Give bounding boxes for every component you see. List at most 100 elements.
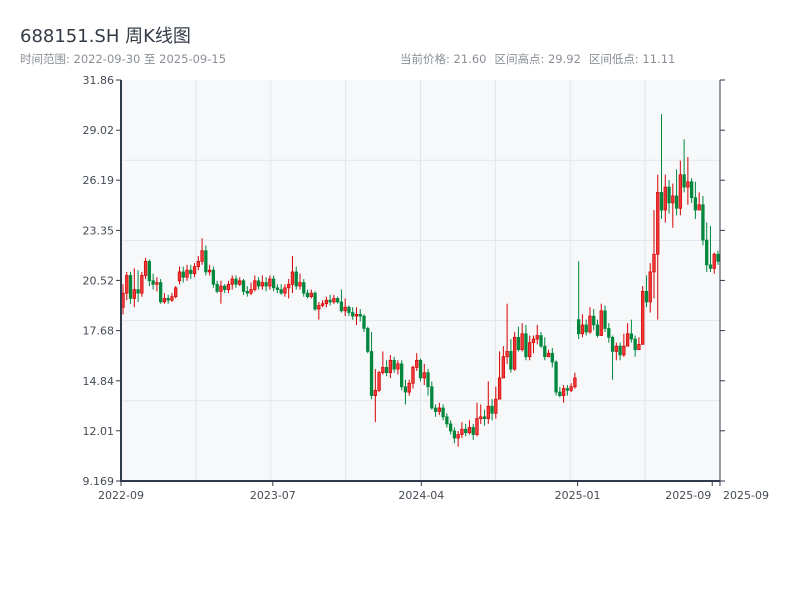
candle-body: [238, 280, 242, 285]
candle-body: [298, 282, 302, 287]
candle-body: [588, 315, 592, 333]
candle-body: [125, 275, 129, 294]
candle-down: [603, 305, 607, 333]
candle-up: [381, 351, 385, 375]
candle-up: [317, 301, 321, 320]
candle-up: [663, 174, 667, 223]
candle-body: [708, 264, 713, 269]
candle-up: [200, 238, 204, 265]
candle-body: [584, 324, 588, 333]
candle-down: [633, 335, 637, 357]
candle-down: [689, 178, 694, 203]
candle-up: [599, 303, 603, 336]
candle-down: [136, 270, 140, 302]
candle-down: [264, 277, 268, 292]
candle-body: [565, 388, 570, 391]
y-tick-label: 26.19: [83, 174, 115, 187]
candle-down: [211, 266, 216, 288]
candle-down: [516, 326, 521, 352]
candle-down: [577, 261, 581, 340]
candle-down: [550, 347, 554, 368]
candle-down: [595, 319, 600, 338]
candle-body: [524, 333, 528, 358]
candle-up: [588, 307, 592, 334]
candle-up: [309, 289, 313, 299]
y-tick-label: 17.68: [83, 325, 115, 338]
candle-body: [411, 367, 415, 384]
candle-body: [211, 269, 216, 285]
candle-body: [362, 315, 366, 329]
candle-body: [652, 253, 656, 273]
candle-body: [592, 315, 596, 326]
candle-up: [497, 351, 502, 400]
candle-down: [482, 409, 487, 426]
candle-down: [618, 342, 622, 361]
candle-down: [279, 284, 283, 295]
candle-body: [656, 192, 660, 255]
candle-body: [215, 283, 219, 292]
candle-body: [437, 407, 441, 412]
candle-body: [317, 305, 321, 310]
candle-up: [298, 273, 302, 290]
candle-up: [162, 293, 167, 304]
candle-up: [546, 349, 551, 358]
candle-body: [140, 275, 144, 294]
candle-body: [230, 278, 234, 285]
candle-body: [490, 405, 494, 414]
candle-body: [573, 377, 577, 388]
candle-down: [693, 181, 698, 219]
candle-body: [475, 418, 479, 435]
candle-body: [166, 298, 170, 301]
candle-body: [159, 282, 163, 303]
candle-body: [392, 359, 396, 370]
candle-up: [652, 210, 656, 299]
candle-body: [275, 287, 280, 290]
candle-body: [603, 310, 607, 329]
candle-body: [290, 271, 295, 285]
candle-down: [674, 169, 679, 216]
candle-body: [132, 289, 136, 299]
candle-body: [422, 372, 426, 379]
candle-down: [275, 284, 280, 294]
candle-body: [336, 298, 340, 303]
candle-down: [366, 326, 370, 354]
current-price: 当前价格: 21.60: [400, 52, 487, 66]
candle-up: [354, 307, 359, 325]
candle-body: [192, 266, 197, 275]
candle-up: [697, 192, 701, 211]
x-tick-label: 2025-09: [723, 489, 769, 502]
candle-up: [501, 346, 505, 379]
candle-down: [659, 114, 664, 219]
candle-up: [580, 314, 585, 338]
candle-body: [516, 336, 521, 351]
candle-down: [336, 296, 340, 304]
candle-up: [678, 160, 682, 216]
candle-body: [520, 333, 524, 351]
candle-body: [682, 174, 686, 188]
candle-down: [223, 284, 227, 294]
candle-down: [629, 319, 634, 343]
candle-body: [452, 430, 457, 439]
candle-down: [584, 319, 588, 336]
candle-down: [400, 360, 404, 391]
candle-down: [384, 360, 389, 377]
candle-up: [531, 335, 536, 354]
candle-body: [467, 427, 472, 434]
chart-title: 688151.SH 周K线图: [20, 26, 191, 47]
x-tick-label: 2022-09: [98, 489, 144, 502]
candle-up: [648, 263, 652, 313]
candle-body: [388, 359, 393, 374]
candle-up: [456, 430, 460, 447]
candle-body: [407, 382, 411, 393]
candle-body: [415, 359, 419, 368]
candle-body: [535, 335, 539, 340]
candle-down: [347, 305, 351, 317]
y-tick-label: 23.35: [83, 224, 115, 237]
candle-body: [347, 306, 351, 313]
y-tick-label: 31.86: [83, 74, 115, 87]
candle-body: [554, 361, 558, 393]
candle-down: [159, 278, 163, 304]
candle-down: [667, 180, 671, 214]
candle-body: [294, 271, 298, 287]
candle-body: [418, 359, 423, 379]
